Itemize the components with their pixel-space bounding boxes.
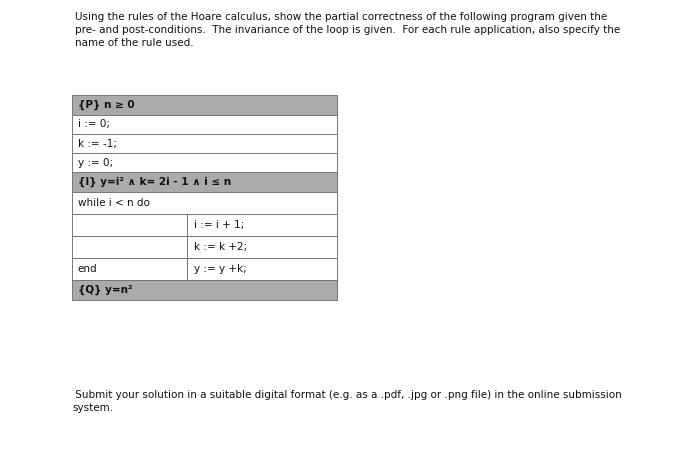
Text: y := 0;: y := 0; bbox=[78, 158, 113, 168]
Bar bbox=[72, 236, 187, 258]
Text: {Q} y=n²: {Q} y=n² bbox=[78, 285, 132, 295]
Bar bbox=[72, 258, 187, 280]
Bar bbox=[187, 214, 337, 236]
Text: i := 0;: i := 0; bbox=[78, 119, 110, 129]
Text: {I} y=i² ∧ k= 2i - 1 ∧ i ≤ n: {I} y=i² ∧ k= 2i - 1 ∧ i ≤ n bbox=[78, 177, 231, 187]
Text: end: end bbox=[77, 264, 97, 274]
Bar bbox=[72, 95, 337, 115]
Text: i := i + 1;: i := i + 1; bbox=[194, 220, 244, 230]
Bar bbox=[72, 192, 337, 214]
Text: k := -1;: k := -1; bbox=[78, 138, 117, 148]
Bar bbox=[72, 214, 187, 236]
Bar bbox=[187, 236, 337, 258]
Text: Using the rules of the Hoare calculus, show the partial correctness of the follo: Using the rules of the Hoare calculus, s… bbox=[75, 12, 620, 49]
Bar bbox=[72, 134, 337, 153]
Bar bbox=[72, 280, 337, 300]
Bar bbox=[187, 258, 337, 280]
Text: Submit your solution in a suitable digital format (e.g. as a .pdf, .jpg or .png : Submit your solution in a suitable digit… bbox=[72, 390, 622, 413]
Text: y := y +k;: y := y +k; bbox=[194, 264, 246, 274]
Bar bbox=[72, 115, 337, 134]
Text: k := k +2;: k := k +2; bbox=[194, 242, 247, 252]
Bar bbox=[72, 172, 337, 192]
Text: while i < n do: while i < n do bbox=[78, 198, 150, 208]
Text: {P} n ≥ 0: {P} n ≥ 0 bbox=[78, 100, 134, 110]
Bar bbox=[72, 153, 337, 172]
